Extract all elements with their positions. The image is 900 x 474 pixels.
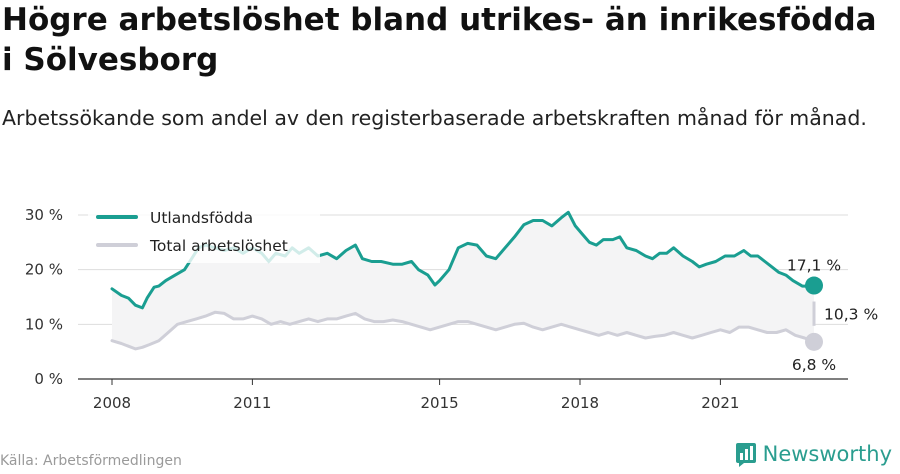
difference-label: 10,3 %	[824, 306, 878, 324]
y-tick-label: 0 %	[34, 370, 63, 388]
legend: Utlandsfödda Total arbetslöshet	[88, 205, 320, 263]
end-marker-utlandsfodda	[805, 276, 823, 295]
chart-subtitle: Arbetssökande som andel av den registerb…	[2, 106, 867, 130]
end-markers: 17,1 % 6,8 % 10,3 %	[787, 257, 878, 374]
x-axis: 2008 2011 2015 2018 2021	[93, 379, 739, 412]
line-chart: 0 % 10 % 20 % 30 % 2008 2011 2015 2018 2021 Utl…	[25, 205, 878, 412]
x-tick-label: 2021	[701, 394, 739, 412]
y-tick-label: 30 %	[25, 206, 63, 224]
legend-background	[88, 205, 320, 263]
brand-name: Newsworthy	[762, 442, 892, 466]
series-line-total	[110, 310, 816, 351]
x-tick-label: 2011	[233, 394, 271, 412]
legend-label: Total arbetslöshet	[149, 237, 288, 255]
x-tick-label: 2008	[93, 394, 131, 412]
end-marker-total	[805, 332, 823, 351]
x-tick-label: 2015	[421, 394, 459, 412]
y-tick-label: 10 %	[25, 315, 63, 333]
brand-logo: Newsworthy	[735, 441, 892, 467]
newsworthy-icon	[735, 443, 756, 467]
difference-band	[112, 212, 814, 349]
end-label-total: 6,8 %	[792, 356, 836, 374]
y-axis: 0 % 10 % 20 % 30 %	[25, 206, 63, 388]
legend-label: Utlandsfödda	[150, 209, 253, 227]
x-tick-label: 2018	[561, 394, 599, 412]
end-label-utlandsfodda: 17,1 %	[787, 257, 841, 275]
source-note: Källa: Arbetsförmedlingen	[0, 453, 182, 469]
y-tick-label: 20 %	[25, 261, 63, 279]
chart-title: Högre arbetslöshet bland utrikes- än inr…	[2, 2, 877, 78]
